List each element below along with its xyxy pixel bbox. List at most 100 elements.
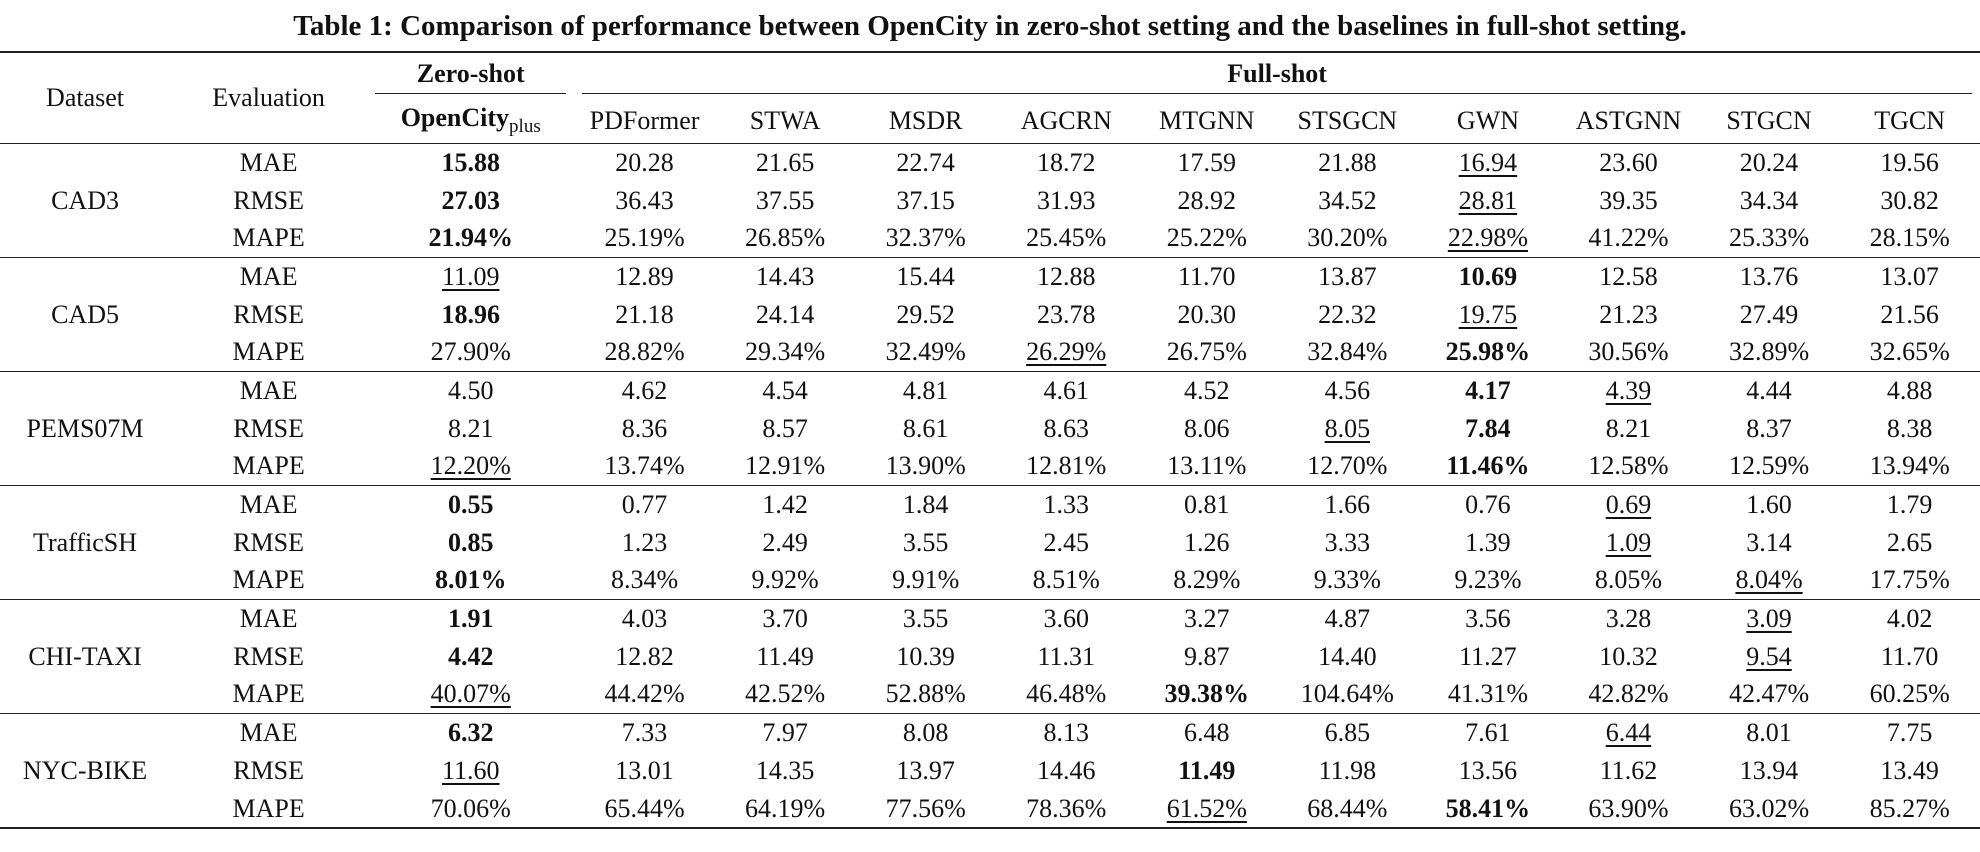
metric-value: 27.49	[1739, 299, 1799, 329]
baseline-value-cell: 3.56	[1417, 599, 1559, 638]
baseline-value-cell: 11.46%	[1418, 448, 1559, 486]
metric-value: 68.44%	[1307, 793, 1388, 823]
baseline-value-cell: 6.85	[1277, 713, 1418, 752]
baseline-value-cell: 63.90%	[1558, 789, 1699, 830]
dataset-name: CAD5	[0, 257, 171, 372]
metric-value: 19.75	[1458, 299, 1518, 329]
table-body: CAD3 MAE 15.88 20.28 21.65 22.74 18.72 17.59 21.…	[0, 142, 1980, 830]
baseline-value-cell: 3.33	[1277, 524, 1418, 562]
baseline-value-cell: 1.84	[855, 485, 996, 524]
baseline-value-cell: 21.65	[714, 142, 856, 182]
baseline-value-cell: 17.75%	[1839, 562, 1980, 600]
baseline-value-cell: 12.59%	[1699, 448, 1840, 486]
dataset-name: TrafficSH	[0, 485, 171, 600]
baseline-value-cell: 23.60	[1558, 142, 1699, 182]
baseline-value-cell: 16.94	[1417, 142, 1559, 182]
metric-label: RMSE	[233, 413, 305, 443]
metric-value: 0.85	[447, 527, 494, 557]
baseline-value-cell: 20.24	[1698, 142, 1840, 182]
opencity-value-cell: 4.42	[367, 638, 574, 676]
metric-value: 13.94%	[1869, 451, 1950, 481]
metric-value: 3.28	[1605, 604, 1652, 634]
metric-value: 28.92	[1177, 185, 1237, 215]
metric-value: 12.81%	[1026, 451, 1107, 481]
metric-value: 14.40	[1318, 641, 1377, 671]
baseline-value-cell: 58.41%	[1417, 789, 1559, 830]
metric-value: 9.92%	[751, 565, 819, 595]
baseline-value-cell: 22.32	[1277, 296, 1418, 334]
metric-value: 8.38	[1886, 413, 1933, 443]
baseline-value-cell: 46.48%	[996, 676, 1137, 714]
metric-label: MAE	[170, 142, 368, 182]
results-table: Dataset Evaluation Zero-shot Full-shot O…	[0, 51, 1980, 830]
baseline-value-cell: 13.49	[1839, 752, 1980, 790]
baseline-value-cell: 7.61	[1417, 713, 1559, 752]
baseline-value-cell: 3.14	[1699, 524, 1840, 562]
metric-value: 4.54	[762, 375, 808, 405]
metric-value: 1.42	[762, 490, 808, 520]
zero-shot-rule	[375, 92, 567, 94]
baseline-value-cell: 8.34%	[574, 562, 715, 600]
baseline-value-cell: 4.03	[574, 599, 715, 638]
metric-value: 41.31%	[1447, 679, 1528, 709]
baseline-value-cell: 12.70%	[1277, 448, 1418, 486]
metric-value: 70.06%	[430, 793, 511, 823]
baseline-value-cell: 1.66	[1277, 485, 1418, 524]
dataset-name: PEMS07M	[0, 371, 171, 486]
metric-label: MAPE	[232, 451, 305, 481]
baseline-value-cell: 21.23	[1558, 296, 1699, 334]
metric-value: 16.94	[1458, 147, 1518, 177]
baseline-value-cell: 8.38	[1839, 410, 1980, 448]
metric-value: 12.88	[1036, 261, 1096, 291]
baseline-value-cell: 65.44%	[574, 789, 715, 830]
metric-value: 1.33	[1043, 490, 1089, 520]
metric-value: 34.34	[1739, 185, 1799, 215]
baseline-value-cell: 7.97	[714, 713, 856, 752]
metric-value: 13.01	[615, 755, 674, 785]
metric-value: 21.94%	[428, 223, 513, 253]
baseline-value-cell: 0.81	[1136, 485, 1278, 524]
table-row: CAD5 MAE 11.09 12.89 14.43 15.44 12.88 11.70 13.…	[0, 257, 1980, 372]
baseline-value-cell: 2.45	[996, 524, 1137, 562]
metric-value: 65.44%	[604, 793, 685, 823]
metric-value: 85.27%	[1869, 793, 1950, 823]
baseline-value-cell: 10.32	[1558, 638, 1699, 676]
opencity-value-cell: 6.32	[367, 713, 575, 752]
baseline-value-cell: 20.30	[1137, 296, 1278, 334]
dataset-name: NYC-BIKE	[0, 713, 171, 830]
baseline-value-cell: 7.75	[1839, 713, 1980, 752]
table-caption: Table 1: Comparison of performance betwe…	[293, 10, 1687, 42]
baseline-value-cell: 11.98	[1277, 752, 1418, 790]
metric-value: 1.91	[447, 604, 494, 634]
baseline-value-cell: 52.88%	[855, 676, 996, 714]
metric-value: 9.91%	[892, 565, 960, 595]
metric-value: 60.25%	[1869, 679, 1950, 709]
metric-value: 30.56%	[1588, 337, 1669, 367]
metric-value: 63.02%	[1728, 793, 1810, 823]
baseline-value-cell: 22.74	[855, 142, 996, 182]
metric-value: 8.08	[902, 718, 949, 748]
baseline-header-msdr: MSDR	[855, 99, 996, 144]
baseline-value-cell: 4.87	[1277, 599, 1418, 638]
baseline-value-cell: 23.78	[996, 296, 1137, 334]
table-row: MAPE 12.20% 13.74% 12.91% 13.90% 12.81% 13.11%…	[0, 448, 1980, 486]
baseline-value-cell: 8.21	[1558, 410, 1699, 448]
opencity-value-cell: 27.03	[367, 182, 574, 220]
metric-value: 13.90%	[885, 451, 966, 481]
metric-value: 12.89	[615, 261, 674, 291]
metric-value: 26.29%	[1026, 337, 1107, 367]
table-row: RMSE 0.85 1.23 2.49 3.55 2.45 1.26 3.33 1.39 1.09…	[0, 524, 1980, 562]
metric-label: MAE	[170, 599, 368, 638]
opencity-value-cell: 4.50	[367, 371, 575, 410]
baseline-value-cell: 8.04%	[1699, 562, 1840, 600]
opencity-value-cell: 11.60	[367, 752, 574, 790]
metric-value: 3.60	[1043, 604, 1089, 634]
metric-value: 37.15	[896, 185, 955, 215]
table-row: MAPE 27.90% 28.82% 29.34% 32.49% 26.29% 26.75%…	[0, 333, 1980, 371]
metric-value: 12.70%	[1307, 451, 1388, 481]
baseline-value-cell: 2.65	[1839, 524, 1980, 562]
baseline-value-cell: 11.31	[996, 638, 1137, 676]
metric-value: 11.49	[756, 641, 814, 671]
metric-value: 14.46	[1036, 755, 1096, 785]
baseline-value-cell: 13.94	[1699, 752, 1840, 790]
